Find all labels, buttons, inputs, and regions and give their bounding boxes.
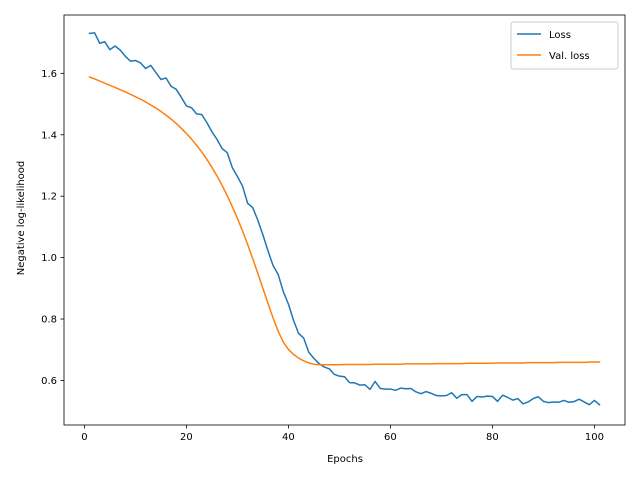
x-tick-label: 100: [585, 432, 604, 443]
x-tick-label: 40: [282, 432, 295, 443]
x-tick-label: 60: [384, 432, 397, 443]
y-tick-label: 0.8: [41, 315, 57, 326]
x-tick-label: 0: [81, 432, 87, 443]
legend: Loss Val. loss: [510, 21, 619, 70]
x-axis-label: Epochs: [327, 454, 363, 465]
legend-label-val-loss: Val. loss: [549, 51, 590, 62]
y-tick-label: 1.0: [41, 253, 57, 264]
x-tick-label: 20: [180, 432, 193, 443]
legend-label-loss: Loss: [549, 30, 571, 41]
plot-frame: [63, 14, 626, 426]
y-tick-label: 1.4: [41, 130, 57, 141]
y-tick-label: 0.6: [41, 376, 57, 387]
x-tick-label: 80: [486, 432, 499, 443]
y-tick-label: 1.2: [41, 192, 57, 203]
y-tick-label: 1.6: [41, 69, 57, 80]
series-line-val-loss: [88, 76, 601, 366]
y-axis-label: Negative log-likelihood: [16, 161, 27, 276]
series-line-loss: [88, 32, 601, 406]
